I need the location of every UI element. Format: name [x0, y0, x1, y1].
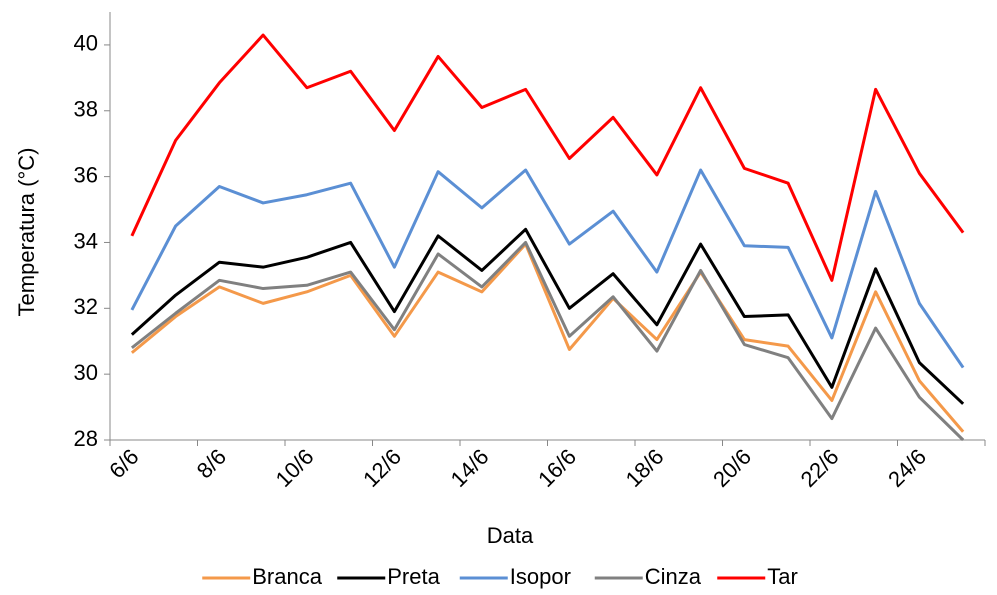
y-tick-label: 30: [74, 360, 98, 385]
y-tick-label: 40: [74, 31, 98, 56]
x-tick-label: 16/6: [533, 444, 581, 492]
legend-label: Cinza: [645, 564, 702, 589]
y-tick-label: 38: [74, 97, 98, 122]
legend-label: Preta: [387, 564, 440, 589]
series-line: [130, 242, 965, 433]
series-line: [130, 240, 965, 442]
x-tick-label: 12/6: [358, 444, 406, 492]
x-tick-label: 20/6: [708, 444, 756, 492]
legend-label: Branca: [252, 564, 322, 589]
legend-label: Isopor: [510, 564, 571, 589]
series-line: [130, 33, 965, 282]
x-tick-label: 8/6: [192, 444, 231, 483]
series-line: [130, 168, 965, 369]
x-tick-label: 24/6: [883, 444, 931, 492]
x-tick-label: 18/6: [621, 444, 669, 492]
x-tick-label: 10/6: [271, 444, 319, 492]
y-tick-label: 28: [74, 426, 98, 451]
y-axis-title: Temperatura (°C): [14, 148, 39, 317]
legend-label: Tar: [767, 564, 798, 589]
x-axis-title: Data: [487, 523, 534, 548]
x-tick-label: 14/6: [446, 444, 494, 492]
y-tick-label: 36: [74, 162, 98, 187]
x-tick-label: 6/6: [104, 444, 143, 483]
x-tick-label: 22/6: [796, 444, 844, 492]
series-line: [130, 227, 965, 405]
y-tick-label: 32: [74, 294, 98, 319]
y-tick-label: 34: [74, 228, 98, 253]
legend: Branca Preta Isopor Cinza Tar: [202, 564, 798, 589]
